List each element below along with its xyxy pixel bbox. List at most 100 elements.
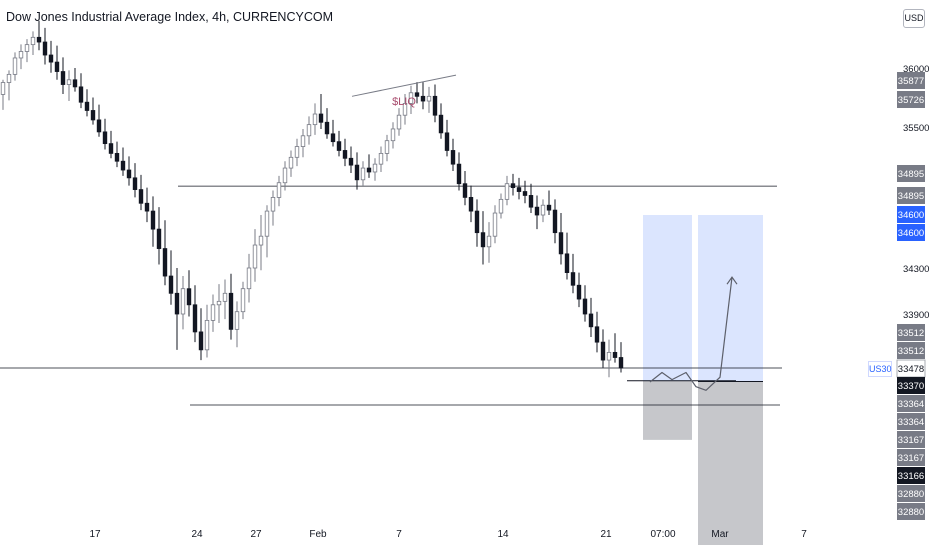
price-badge-label-5: 34600 <box>898 228 924 239</box>
candle-body-86 <box>516 187 522 192</box>
candle-body-103 <box>618 357 624 369</box>
candle-body-74 <box>444 132 450 151</box>
profit-zone-2 <box>698 215 763 382</box>
price-badge-label-8: 33478 <box>898 364 924 375</box>
price-badge-14 <box>897 467 925 484</box>
candle-body-62 <box>372 163 378 173</box>
candle-body-48 <box>288 156 294 169</box>
candle-body-79 <box>474 210 480 234</box>
candle-body-53 <box>318 113 324 123</box>
candle-body-51 <box>306 124 312 137</box>
candle-body-34 <box>204 319 210 351</box>
candle-body-40 <box>240 288 246 313</box>
candle-body-76 <box>456 163 462 185</box>
candle-body-63 <box>378 152 384 165</box>
candle-body-85 <box>510 183 516 189</box>
candle-body-67 <box>402 103 408 116</box>
candle-body-16 <box>96 119 102 133</box>
candle-body-83 <box>498 198 504 214</box>
price-badge-3 <box>897 187 925 204</box>
candle-body-4 <box>24 44 30 52</box>
candle-body-35 <box>210 304 216 321</box>
candle-body-42 <box>252 244 258 269</box>
candle-body-81 <box>486 235 492 248</box>
price-tick-2: 34300 <box>903 264 929 275</box>
time-tick-8: Mar <box>711 529 729 540</box>
candle-body-41 <box>246 267 252 290</box>
candle-body-37 <box>222 292 228 302</box>
time-tick-9: 7 <box>801 529 807 540</box>
candle-body-57 <box>342 150 348 159</box>
candle-body-65 <box>390 128 396 142</box>
candle-body-22 <box>132 177 138 190</box>
candle-body-54 <box>324 121 330 135</box>
candle-body-68 <box>408 92 414 104</box>
candle-body-82 <box>492 212 498 237</box>
price-badge-6 <box>897 324 925 341</box>
price-badge-label-9: 33370 <box>898 381 924 392</box>
symbol-tag: US30 <box>868 361 892 377</box>
liquidity-annotation: $LIQ <box>392 96 416 108</box>
candle-body-58 <box>348 157 354 166</box>
projected-path <box>649 277 733 391</box>
price-badge-label-16: 32880 <box>898 507 924 518</box>
candle-body-27 <box>162 248 168 277</box>
price-badge-7 <box>897 342 925 359</box>
candle-body-31 <box>186 288 192 306</box>
candle-body-89 <box>534 206 540 216</box>
candle-body-101 <box>606 351 612 361</box>
candle-body-20 <box>120 160 126 171</box>
candle-body-46 <box>276 182 282 198</box>
price-tick-0: 36000 <box>903 64 929 75</box>
time-tick-2: 27 <box>250 529 262 540</box>
candle-body-26 <box>156 228 162 249</box>
candle-body-66 <box>396 114 402 130</box>
time-tick-1: 24 <box>191 529 203 540</box>
profit-zone-1 <box>643 215 692 381</box>
price-badge-label-12: 33167 <box>898 435 924 446</box>
candle-body-33 <box>198 331 204 351</box>
price-badge-label-11: 33364 <box>898 417 924 428</box>
price-badge-11 <box>897 413 925 430</box>
candle-body-23 <box>138 189 144 204</box>
candle-body-7 <box>42 41 48 56</box>
price-badge-label-0: 35877 <box>898 76 924 87</box>
candle-body-10 <box>60 71 66 85</box>
time-tick-7: 07:00 <box>650 529 675 540</box>
candle-body-8 <box>48 54 54 63</box>
time-tick-3: Feb <box>309 529 327 540</box>
price-badge-label-14: 33166 <box>898 471 924 482</box>
candle-body-29 <box>174 292 180 315</box>
chart-title: Dow Jones Industrial Average Index, 4h, … <box>6 10 333 24</box>
price-badge-label-13: 33167 <box>898 453 924 464</box>
candle-body-93 <box>558 232 564 255</box>
candle-body-25 <box>150 210 156 230</box>
candle-body-56 <box>336 141 342 151</box>
price-badge-0 <box>897 72 925 89</box>
candle-body-78 <box>468 196 474 212</box>
candle-body-14 <box>84 101 90 111</box>
candle-body-75 <box>450 150 456 165</box>
price-badge-label-3: 34895 <box>898 191 924 202</box>
candle-body-43 <box>258 235 264 246</box>
liquidity-line <box>351 74 457 97</box>
candle-body-92 <box>552 209 558 234</box>
currency-button[interactable]: USD <box>903 9 925 28</box>
candle-body-102 <box>612 351 618 358</box>
candle-body-18 <box>108 143 114 154</box>
price-badge-16 <box>897 503 925 520</box>
candle-body-11 <box>66 79 72 85</box>
candle-body-1 <box>6 73 12 83</box>
candle-body-47 <box>282 167 288 184</box>
candle-body-32 <box>192 304 198 333</box>
candle-body-73 <box>438 114 444 134</box>
candle-body-17 <box>102 131 108 145</box>
candle-body-77 <box>462 183 468 198</box>
candle-body-15 <box>90 110 96 121</box>
candle-body-44 <box>264 210 270 237</box>
candle-body-80 <box>480 232 486 248</box>
candle-body-90 <box>540 204 546 216</box>
candle-body-5 <box>30 36 36 46</box>
